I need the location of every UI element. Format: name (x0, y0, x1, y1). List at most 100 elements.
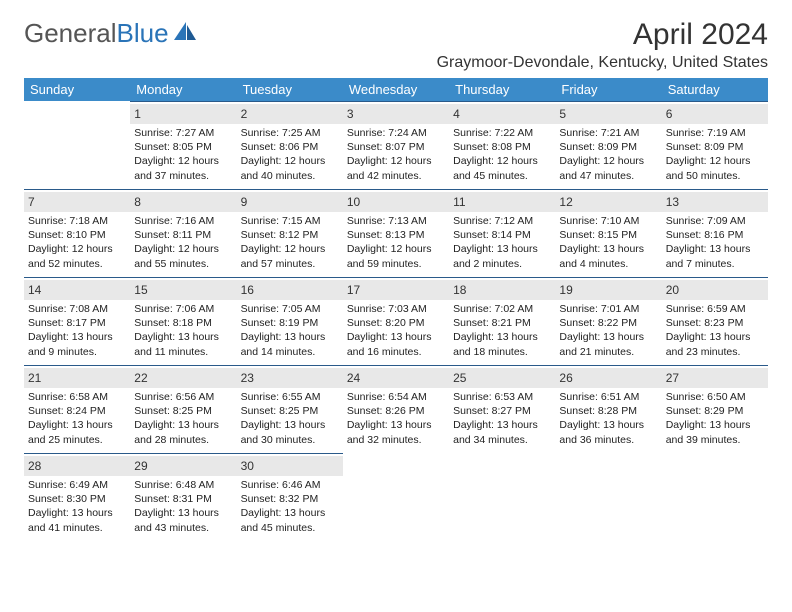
day-cell: 27 Sunrise: 6:50 AMSunset: 8:29 PMDayligh… (662, 365, 768, 453)
day-number: 1 (134, 107, 141, 121)
day-number: 18 (453, 283, 466, 297)
day-number: 28 (28, 459, 41, 473)
logo-text-blue: Blue (117, 18, 169, 49)
day-cell: 5 Sunrise: 7:21 AMSunset: 8:09 PMDaylight… (555, 101, 661, 189)
day-cell (24, 101, 130, 189)
location: Graymoor-Devondale, Kentucky, United Sta… (437, 54, 768, 72)
day-header: Wednesday (343, 78, 449, 101)
day-cell: 25 Sunrise: 6:53 AMSunset: 8:27 PMDayligh… (449, 365, 555, 453)
day-info: Sunrise: 7:16 AMSunset: 8:11 PMDaylight:… (134, 214, 232, 271)
day-number: 13 (666, 195, 679, 209)
day-cell: 19Sunrise: 7:01 AMSunset: 8:22 PMDayligh… (555, 277, 661, 365)
day-header: Thursday (449, 78, 555, 101)
day-info: Sunrise: 6:50 AMSunset: 8:29 PMDaylight:… (666, 390, 764, 447)
day-info: Sunrise: 7:06 AMSunset: 8:18 PMDaylight:… (134, 302, 232, 359)
day-info: Sunrise: 7:27 AMSunset: 8:05 PMDaylight:… (134, 126, 232, 183)
day-info: Sunrise: 7:09 AMSunset: 8:16 PMDaylight:… (666, 214, 764, 271)
month-title: April 2024 (437, 18, 768, 52)
day-number: 21 (28, 371, 41, 385)
week-row: 21Sunrise: 6:58 AMSunset: 8:24 PMDayligh… (24, 365, 768, 453)
day-cell (555, 453, 661, 541)
day-number: 30 (241, 459, 254, 473)
day-info: Sunrise: 6:55 AMSunset: 8:25 PMDaylight:… (241, 390, 339, 447)
day-cell: 3Sunrise: 7:24 AMSunset: 8:07 PMDaylight… (343, 101, 449, 189)
day-cell: 26 Sunrise: 6:51 AMSunset: 8:28 PMDayligh… (555, 365, 661, 453)
day-cell: 9 Sunrise: 7:15 AMSunset: 8:12 PMDaylight… (237, 189, 343, 277)
day-cell: 17 Sunrise: 7:03 AMSunset: 8:20 PMDayligh… (343, 277, 449, 365)
day-cell (662, 453, 768, 541)
day-info: Sunrise: 6:48 AMSunset: 8:31 PMDaylight:… (134, 478, 232, 535)
day-info: Sunrise: 7:13 AMSunset: 8:13 PMDaylight:… (347, 214, 445, 271)
day-cell: 4 Sunrise: 7:22 AMSunset: 8:08 PMDaylight… (449, 101, 555, 189)
header: GeneralBlue April 2024 Graymoor-Devondal… (24, 18, 768, 72)
day-number: 25 (453, 371, 466, 385)
day-number: 11 (453, 195, 465, 209)
day-info: Sunrise: 6:46 AMSunset: 8:32 PMDaylight:… (241, 478, 339, 535)
day-info: Sunrise: 7:12 AMSunset: 8:14 PMDaylight:… (453, 214, 551, 271)
day-number: 10 (347, 195, 360, 209)
day-info: Sunrise: 7:18 AMSunset: 8:10 PMDaylight:… (28, 214, 126, 271)
day-number: 22 (134, 371, 147, 385)
day-number: 26 (559, 371, 572, 385)
day-number: 5 (559, 107, 566, 121)
day-cell: 2 Sunrise: 7:25 AMSunset: 8:06 PMDaylight… (237, 101, 343, 189)
day-number: 7 (28, 195, 35, 209)
day-number: 6 (666, 107, 673, 121)
week-row: 14 Sunrise: 7:08 AMSunset: 8:17 PMDayligh… (24, 277, 768, 365)
title-block: April 2024 Graymoor-Devondale, Kentucky,… (437, 18, 768, 72)
day-header-row: SundayMondayTuesdayWednesdayThursdayFrid… (24, 78, 768, 101)
day-cell: 30 Sunrise: 6:46 AMSunset: 8:32 PMDayligh… (237, 453, 343, 541)
day-info: Sunrise: 7:02 AMSunset: 8:21 PMDaylight:… (453, 302, 551, 359)
day-cell: 29 Sunrise: 6:48 AMSunset: 8:31 PMDayligh… (130, 453, 236, 541)
day-info: Sunrise: 7:15 AMSunset: 8:12 PMDaylight:… (241, 214, 339, 271)
day-cell: 20Sunrise: 6:59 AMSunset: 8:23 PMDayligh… (662, 277, 768, 365)
logo-text-general: General (24, 18, 117, 49)
day-cell (449, 453, 555, 541)
day-cell: 22 Sunrise: 6:56 AMSunset: 8:25 PMDayligh… (130, 365, 236, 453)
day-cell: 1 Sunrise: 7:27 AMSunset: 8:05 PMDaylight… (130, 101, 236, 189)
day-header: Monday (130, 78, 236, 101)
day-number: 8 (134, 195, 141, 209)
day-info: Sunrise: 7:08 AMSunset: 8:17 PMDaylight:… (28, 302, 126, 359)
day-info: Sunrise: 6:49 AMSunset: 8:30 PMDaylight:… (28, 478, 126, 535)
day-number: 3 (347, 107, 354, 121)
day-cell: 13 Sunrise: 7:09 AMSunset: 8:16 PMDayligh… (662, 189, 768, 277)
day-info: Sunrise: 7:10 AMSunset: 8:15 PMDaylight:… (559, 214, 657, 271)
day-number: 4 (453, 107, 460, 121)
day-cell: 28 Sunrise: 6:49 AMSunset: 8:30 PMDayligh… (24, 453, 130, 541)
day-number: 12 (559, 195, 572, 209)
day-info: Sunrise: 7:25 AMSunset: 8:06 PMDaylight:… (241, 126, 339, 183)
day-info: Sunrise: 6:54 AMSunset: 8:26 PMDaylight:… (347, 390, 445, 447)
day-header: Tuesday (237, 78, 343, 101)
day-cell: 21Sunrise: 6:58 AMSunset: 8:24 PMDayligh… (24, 365, 130, 453)
day-cell: 6Sunrise: 7:19 AMSunset: 8:09 PMDaylight… (662, 101, 768, 189)
day-number: 14 (28, 283, 41, 297)
sail-icon (172, 18, 198, 49)
day-header: Saturday (662, 78, 768, 101)
calendar-table: SundayMondayTuesdayWednesdayThursdayFrid… (24, 78, 768, 541)
calendar-page: GeneralBlue April 2024 Graymoor-Devondal… (0, 0, 792, 551)
day-cell: 16Sunrise: 7:05 AMSunset: 8:19 PMDayligh… (237, 277, 343, 365)
day-number: 2 (241, 107, 248, 121)
day-info: Sunrise: 7:22 AMSunset: 8:08 PMDaylight:… (453, 126, 551, 183)
day-number: 15 (134, 283, 147, 297)
day-info: Sunrise: 7:03 AMSunset: 8:20 PMDaylight:… (347, 302, 445, 359)
day-number: 9 (241, 195, 248, 209)
day-number: 27 (666, 371, 679, 385)
day-number: 29 (134, 459, 147, 473)
week-row: 7 Sunrise: 7:18 AMSunset: 8:10 PMDaylight… (24, 189, 768, 277)
day-cell: 14 Sunrise: 7:08 AMSunset: 8:17 PMDayligh… (24, 277, 130, 365)
logo: GeneralBlue (24, 18, 198, 49)
day-info: Sunrise: 6:56 AMSunset: 8:25 PMDaylight:… (134, 390, 232, 447)
day-cell: 23 Sunrise: 6:55 AMSunset: 8:25 PMDayligh… (237, 365, 343, 453)
day-info: Sunrise: 6:51 AMSunset: 8:28 PMDaylight:… (559, 390, 657, 447)
day-cell: 18 Sunrise: 7:02 AMSunset: 8:21 PMDayligh… (449, 277, 555, 365)
calendar-body: 1 Sunrise: 7:27 AMSunset: 8:05 PMDaylight… (24, 101, 768, 541)
day-number: 17 (347, 283, 360, 297)
day-cell (343, 453, 449, 541)
day-number: 23 (241, 371, 254, 385)
day-info: Sunrise: 7:21 AMSunset: 8:09 PMDaylight:… (559, 126, 657, 183)
day-info: Sunrise: 6:53 AMSunset: 8:27 PMDaylight:… (453, 390, 551, 447)
day-cell: 12 Sunrise: 7:10 AMSunset: 8:15 PMDayligh… (555, 189, 661, 277)
day-cell: 10 Sunrise: 7:13 AMSunset: 8:13 PMDayligh… (343, 189, 449, 277)
